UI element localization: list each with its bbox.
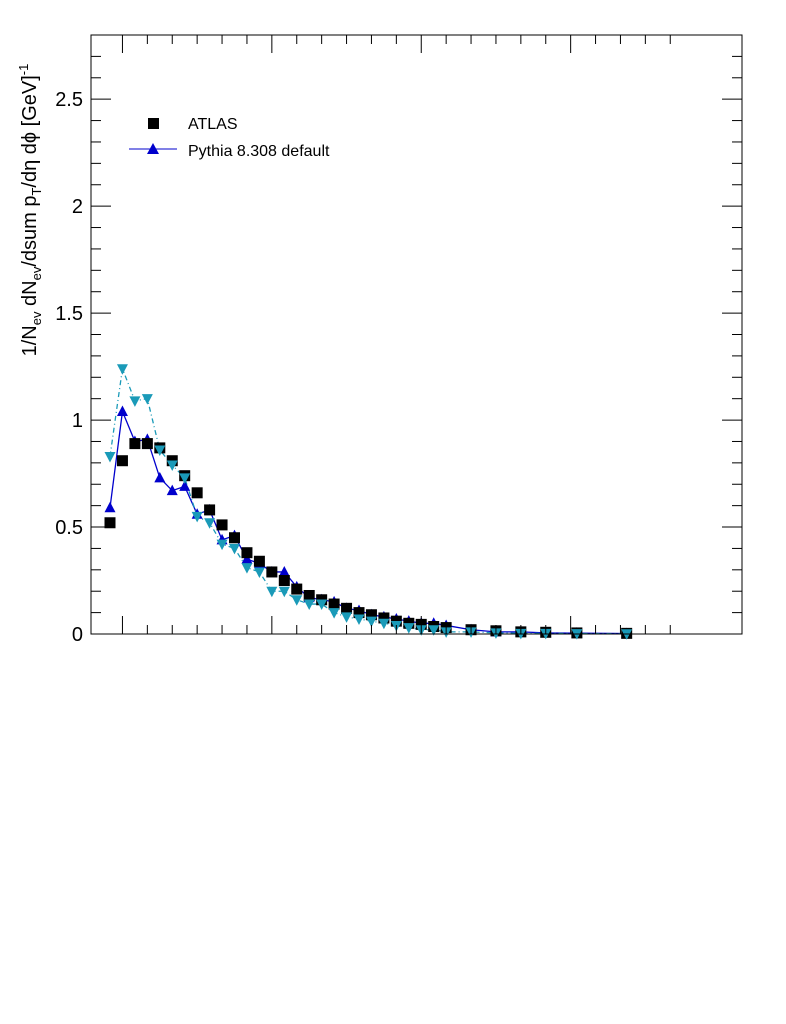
- data-point-atlas: [378, 612, 390, 624]
- ylabel-sub1: ev: [29, 311, 44, 325]
- ylabel-mid2: /dsum p: [19, 196, 41, 267]
- data-point-variant: [365, 616, 377, 628]
- data-point-variant: [341, 612, 353, 623]
- data-point-variant: [316, 599, 328, 611]
- data-point-variant: [141, 394, 153, 405]
- data-point-atlas: [278, 575, 290, 587]
- y-tick-label: 0: [72, 624, 83, 646]
- data-point-atlas: [141, 438, 153, 450]
- data-point-variant: [129, 396, 141, 407]
- data-point-pythia: [104, 501, 116, 513]
- data-point-atlas: [191, 487, 203, 499]
- data-point-atlas: [129, 438, 141, 450]
- data-point-variant: [291, 595, 303, 606]
- axis-ticks: [91, 34, 742, 635]
- data-point-variant: [278, 586, 290, 598]
- ylabel-sup: -1: [16, 64, 31, 76]
- data-point-variant: [154, 445, 166, 457]
- data-point-variant: [241, 563, 253, 574]
- y-tick-label: 1.5: [55, 303, 83, 325]
- series-lines: [109, 366, 627, 635]
- data-point-atlas: [328, 598, 340, 610]
- series-markers: [104, 364, 633, 640]
- svg-text:1/Nev dNev/dsum pT/dη dϕ [GeV: 1/Nev dNev/dsum pT/dη dϕ [GeV]-1: [16, 64, 44, 357]
- data-point-atlas: [241, 547, 253, 559]
- y-tick-labels: 0 0.5 1 1.5 2 2.5: [55, 89, 83, 646]
- data-point-pythia: [166, 484, 178, 496]
- data-point-atlas: [204, 504, 216, 516]
- data-point-atlas: [116, 455, 128, 467]
- data-point-variant: [104, 451, 116, 463]
- data-point-variant: [216, 539, 228, 551]
- legend-marker-pythia: [147, 143, 159, 154]
- data-point-atlas: [229, 532, 240, 544]
- data-point-variant: [116, 364, 128, 375]
- data-point-variant: [204, 518, 216, 529]
- data-point-atlas: [266, 566, 278, 578]
- data-point-atlas: [216, 519, 228, 531]
- y-axis-label: 1/Nev dNev/dsum pT/dη dϕ [GeV]-1: [16, 64, 44, 357]
- data-point-atlas: [291, 583, 303, 595]
- series-line: [109, 366, 627, 635]
- legend-label-atlas: ATLAS: [188, 116, 238, 133]
- data-point-variant: [378, 618, 390, 630]
- data-point-variant: [253, 567, 265, 578]
- data-point-variant: [621, 629, 633, 640]
- data-point-pythia: [154, 471, 166, 483]
- data-point-variant: [166, 460, 178, 471]
- data-point-variant: [403, 623, 415, 634]
- data-point-pythia: [179, 480, 191, 491]
- data-point-variant: [179, 473, 191, 484]
- y-tick-label: 2: [72, 196, 83, 218]
- data-point-variant: [353, 614, 365, 626]
- data-point-variant: [328, 608, 340, 619]
- ylabel-mid3: /dη dϕ [GeV]: [19, 75, 41, 187]
- legend: ATLAS Pythia 8.308 default: [129, 116, 330, 160]
- data-point-pythia: [241, 553, 253, 564]
- data-point-variant: [428, 625, 440, 636]
- data-point-pythia: [116, 405, 128, 417]
- ylabel-sub2: ev: [29, 266, 44, 280]
- data-point-pythia: [278, 565, 290, 577]
- y-tick-label: 1: [72, 410, 83, 432]
- data-point-atlas: [341, 602, 353, 614]
- data-point-variant: [229, 543, 240, 555]
- data-point-variant: [303, 599, 315, 611]
- data-point-atlas: [353, 607, 365, 619]
- data-point-atlas: [104, 517, 116, 529]
- y-tick-label: 2.5: [55, 89, 83, 111]
- ylabel-mid1: dN: [19, 280, 41, 311]
- legend-label-pythia: Pythia 8.308 default: [188, 143, 330, 160]
- data-point-variant: [266, 586, 278, 598]
- legend-marker-atlas: [148, 118, 159, 129]
- series-line: [109, 409, 627, 635]
- y-tick-label: 0.5: [55, 517, 83, 539]
- data-point-variant: [191, 511, 203, 523]
- data-point-atlas: [253, 555, 265, 567]
- data-point-atlas: [365, 609, 377, 621]
- ylabel-sub3: T: [29, 188, 44, 196]
- data-point-atlas: [303, 589, 315, 601]
- ylabel-main: 1/N: [19, 325, 41, 356]
